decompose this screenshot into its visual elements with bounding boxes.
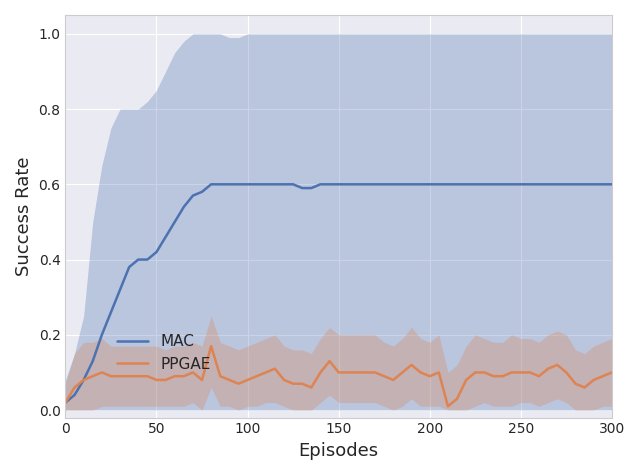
MAC xyxy=(335,181,342,187)
MAC xyxy=(462,181,470,187)
MAC xyxy=(235,181,243,187)
MAC xyxy=(317,181,324,187)
PPGAE xyxy=(353,370,361,375)
PPGAE xyxy=(198,377,206,383)
PPGAE xyxy=(207,343,215,349)
MAC xyxy=(107,309,115,315)
MAC xyxy=(481,181,488,187)
MAC xyxy=(371,181,379,187)
MAC xyxy=(499,181,506,187)
MAC xyxy=(572,181,579,187)
MAC xyxy=(353,181,361,187)
MAC xyxy=(280,181,288,187)
MAC xyxy=(89,358,97,364)
MAC xyxy=(98,332,106,338)
MAC xyxy=(162,234,170,240)
MAC xyxy=(189,193,196,199)
MAC xyxy=(271,181,279,187)
MAC xyxy=(171,219,179,225)
X-axis label: Episodes: Episodes xyxy=(299,442,379,460)
PPGAE xyxy=(61,399,69,405)
MAC xyxy=(80,377,88,383)
MAC xyxy=(143,256,151,262)
MAC xyxy=(390,181,397,187)
Line: PPGAE: PPGAE xyxy=(65,346,612,406)
Line: MAC: MAC xyxy=(65,184,612,402)
MAC xyxy=(426,181,433,187)
MAC xyxy=(116,287,124,293)
MAC xyxy=(408,181,415,187)
MAC xyxy=(70,392,78,398)
PPGAE xyxy=(608,370,616,375)
MAC xyxy=(134,256,142,262)
MAC xyxy=(298,185,306,191)
MAC xyxy=(216,181,224,187)
MAC xyxy=(535,181,543,187)
MAC xyxy=(180,204,188,210)
PPGAE xyxy=(481,370,488,375)
MAC xyxy=(307,185,315,191)
MAC xyxy=(153,249,161,255)
MAC xyxy=(262,181,269,187)
MAC xyxy=(590,181,598,187)
MAC xyxy=(125,264,133,270)
PPGAE xyxy=(80,377,88,383)
MAC xyxy=(444,181,452,187)
MAC xyxy=(207,181,215,187)
PPGAE xyxy=(143,373,151,379)
Legend: MAC, PPGAE: MAC, PPGAE xyxy=(111,328,217,378)
MAC xyxy=(517,181,525,187)
MAC xyxy=(198,189,206,195)
MAC xyxy=(608,181,616,187)
PPGAE xyxy=(116,373,124,379)
MAC xyxy=(253,181,260,187)
MAC xyxy=(225,181,233,187)
MAC xyxy=(554,181,561,187)
PPGAE xyxy=(444,403,452,409)
MAC xyxy=(244,181,252,187)
MAC xyxy=(326,181,333,187)
MAC xyxy=(61,399,69,405)
Y-axis label: Success Rate: Success Rate xyxy=(15,157,33,276)
MAC xyxy=(289,181,297,187)
